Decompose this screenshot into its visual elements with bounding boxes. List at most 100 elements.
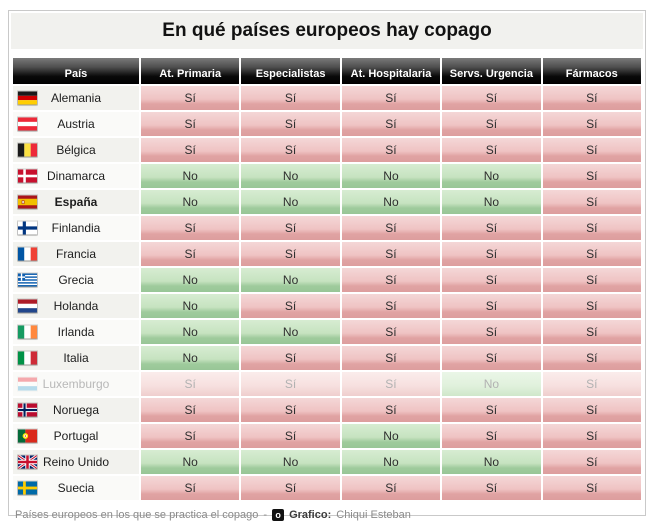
country-cell: Irlanda (13, 320, 139, 344)
country-cell: Alemania (13, 86, 139, 110)
value-cell: No (141, 164, 240, 188)
value-cell: Sí (442, 346, 541, 370)
value-cell: Sí (241, 372, 340, 396)
value-cell: Sí (542, 320, 641, 344)
country-name: Bélgica (56, 143, 96, 157)
value-cell: Sí (542, 242, 641, 266)
value-cell: Sí (542, 86, 641, 110)
flag-at-icon (18, 117, 37, 131)
country-cell: Suecia (13, 476, 139, 500)
value-cell: No (442, 450, 541, 474)
value-cell: No (141, 268, 240, 292)
country-cell: Austria (13, 112, 139, 136)
value-cell: Sí (542, 346, 641, 370)
column-header-3: At. Hospitalaria (341, 58, 441, 84)
value-cell: Sí (341, 294, 441, 318)
value-cell: No (141, 450, 240, 474)
value-cell: No (241, 320, 340, 344)
value-cell: Sí (141, 216, 240, 240)
country-name: Luxemburgo (42, 377, 110, 391)
value-cell: Sí (442, 138, 541, 162)
value-cell: Sí (341, 346, 441, 370)
credit-label: Grafico: (289, 509, 332, 521)
table-row: Bélgica Sí Sí Sí Sí Sí (13, 138, 641, 162)
country-cell: Luxemburgo (13, 372, 139, 396)
value-cell: Sí (241, 424, 340, 448)
flag-no-icon (18, 403, 37, 417)
value-cell: Sí (341, 372, 441, 396)
value-cell: Sí (241, 476, 340, 500)
flag-be-icon (18, 143, 37, 157)
country-name: Francia (55, 247, 96, 261)
table-row: Italia No Sí Sí Sí Sí (13, 346, 641, 370)
value-cell: Sí (241, 294, 340, 318)
column-header-4: Servs. Urgencia (442, 58, 541, 84)
value-cell: Sí (241, 346, 340, 370)
copago-table: País At. Primaria Especialistas At. Hospita… (11, 56, 643, 502)
value-cell: No (241, 450, 340, 474)
table-row: Suecia Sí Sí Sí Sí Sí (13, 476, 641, 500)
column-header-5: Fármacos (542, 58, 641, 84)
infographic-panel: En qué países europeos hay copago País At… (8, 10, 646, 521)
flag-nl-icon (18, 299, 37, 313)
value-cell: Sí (341, 138, 441, 162)
flag-fi-icon (18, 221, 37, 235)
flag-gr-icon (18, 273, 37, 287)
flag-se-icon (18, 481, 37, 495)
country-name: Portugal (53, 429, 99, 443)
table-row: Dinamarca No No No No Sí (13, 164, 641, 188)
value-cell: Sí (542, 398, 641, 422)
value-cell: Sí (442, 112, 541, 136)
country-cell: Holanda (13, 294, 139, 318)
value-cell: Sí (542, 476, 641, 500)
caption-bar: Países europeos en los que se practica e… (11, 505, 643, 521)
value-cell: Sí (542, 190, 641, 214)
country-name: Dinamarca (46, 169, 106, 183)
value-cell: Sí (442, 86, 541, 110)
caption-dash: - (263, 509, 268, 521)
value-cell: Sí (341, 398, 441, 422)
value-cell: No (241, 190, 340, 214)
table-row: Finlandia Sí Sí Sí Sí Sí (13, 216, 641, 240)
country-cell: Bélgica (13, 138, 139, 162)
table-row: Austria Sí Sí Sí Sí Sí (13, 112, 641, 136)
value-cell: Sí (341, 268, 441, 292)
value-cell: Sí (442, 242, 541, 266)
value-cell: Sí (341, 112, 441, 136)
column-header-country: País (13, 58, 139, 84)
value-cell: Sí (141, 242, 240, 266)
value-cell: Sí (542, 450, 641, 474)
caption-text: Países europeos en los que se practica e… (15, 509, 259, 521)
value-cell: Sí (341, 320, 441, 344)
country-cell: Italia (13, 346, 139, 370)
value-cell: No (341, 164, 441, 188)
value-cell: Sí (542, 294, 641, 318)
country-cell: Francia (13, 242, 139, 266)
value-cell: No (141, 346, 240, 370)
table-row: Luxemburgo Sí Sí Sí No Sí (13, 372, 641, 396)
flag-de-icon (18, 91, 37, 105)
flag-it-icon (18, 351, 37, 365)
column-header-1: At. Primaria (141, 58, 240, 84)
value-cell: Sí (542, 268, 641, 292)
value-cell: Sí (542, 424, 641, 448)
country-cell: Finlandia (13, 216, 139, 240)
table-row: Alemania Sí Sí Sí Sí Sí (13, 86, 641, 110)
flag-gb-icon (18, 455, 37, 469)
value-cell: Sí (141, 476, 240, 500)
value-cell: No (141, 320, 240, 344)
value-cell: No (442, 190, 541, 214)
value-cell: Sí (442, 398, 541, 422)
value-cell: Sí (542, 112, 641, 136)
country-cell: Reino Unido (13, 450, 139, 474)
country-cell: Noruega (13, 398, 139, 422)
value-cell: Sí (241, 216, 340, 240)
country-cell: Portugal (13, 424, 139, 448)
flag-pt-icon (18, 429, 37, 443)
value-cell: Sí (442, 424, 541, 448)
value-cell: Sí (241, 112, 340, 136)
value-cell: Sí (341, 86, 441, 110)
value-cell: No (341, 424, 441, 448)
flag-fr-icon (18, 247, 37, 261)
value-cell: Sí (542, 216, 641, 240)
